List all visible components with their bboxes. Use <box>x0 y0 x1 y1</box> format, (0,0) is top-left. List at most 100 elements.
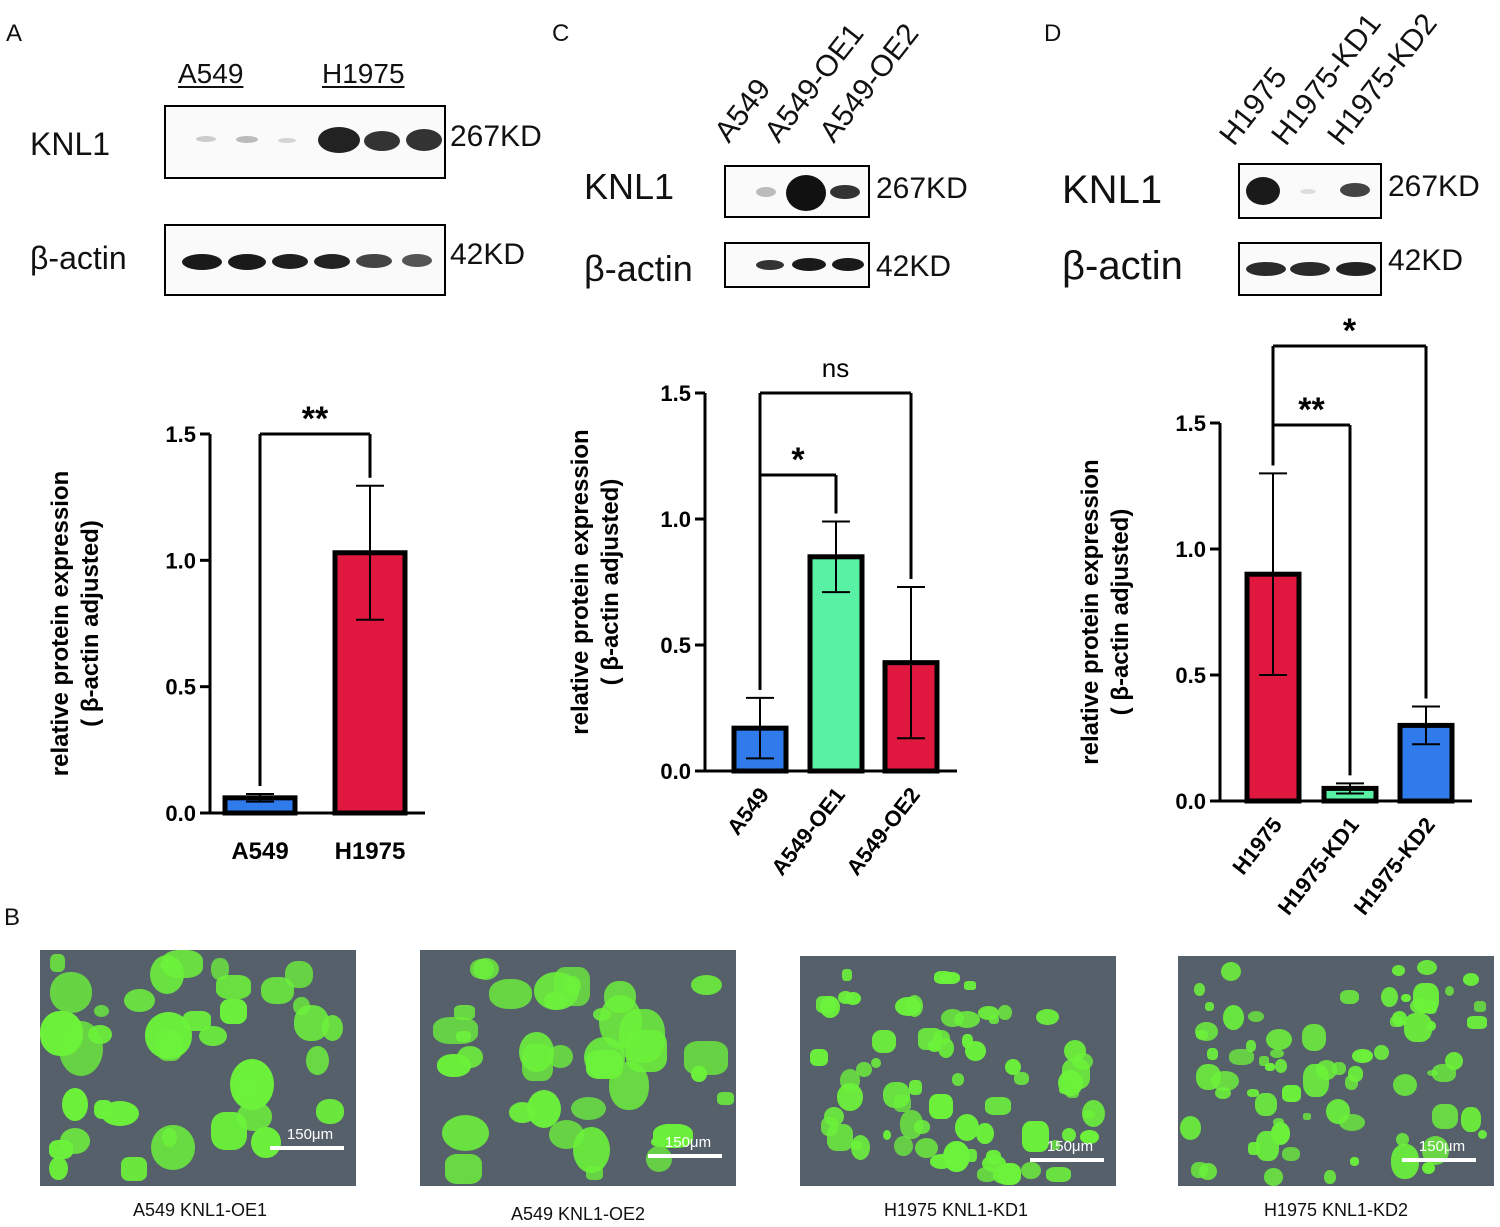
gfp-cell <box>124 988 155 1012</box>
y-tick-label: 0.0 <box>1175 789 1206 814</box>
significance-label: ** <box>302 400 329 438</box>
y-tick-label: 1.5 <box>1175 411 1206 436</box>
gfp-cell <box>445 1154 483 1185</box>
gfp-cell <box>1211 1070 1239 1091</box>
gfp-cell <box>837 1083 864 1111</box>
gfp-cell <box>1194 982 1205 997</box>
gfp-cell <box>1066 1084 1079 1099</box>
gfp-cell <box>1021 1121 1049 1152</box>
gfp-cell <box>1199 1162 1217 1181</box>
gfp-cell <box>1422 1162 1435 1175</box>
gfp-cell <box>809 1048 829 1067</box>
knl1-blot-strip <box>724 165 870 218</box>
gfp-cell <box>593 1008 611 1021</box>
gfp-cell <box>1391 965 1405 976</box>
gfp-cell <box>1036 1009 1059 1025</box>
image-caption: H1975 KNL1-KD1 <box>883 1200 1029 1220</box>
gfp-cell <box>1466 1016 1487 1030</box>
gfp-cell <box>899 1109 924 1140</box>
protein-label-knl1: KNL1 <box>584 166 675 207</box>
gfp-cell <box>585 1166 604 1180</box>
y-tick-label: 0.5 <box>660 633 691 658</box>
gfp-cell <box>1473 1001 1486 1012</box>
group-label-a549: A549 <box>178 58 244 89</box>
gfp-cell <box>964 981 976 991</box>
image-caption: H1975 KNL1-KD2 <box>1263 1200 1409 1220</box>
gfp-cell <box>1228 1049 1255 1066</box>
panel-label-a: A <box>6 20 23 47</box>
y-tick-label: 1.0 <box>165 548 196 573</box>
gfp-cell <box>842 969 853 981</box>
gfp-cell <box>1393 1074 1417 1097</box>
gfp-cell <box>1082 1110 1095 1119</box>
gfp-cell <box>49 972 93 1014</box>
gfp-cell <box>1281 1085 1301 1103</box>
gfp-cell <box>159 958 177 972</box>
category-label: H1975 <box>335 838 406 865</box>
gfp-cell <box>909 1079 922 1095</box>
gfp-cell <box>965 1149 977 1162</box>
gfp-cell <box>48 1139 73 1160</box>
gfp-cell <box>1013 1072 1029 1085</box>
gfp-cell <box>211 957 229 981</box>
gfp-cell <box>436 1054 471 1077</box>
gfp-cell <box>997 1004 1012 1021</box>
gfp-cell <box>62 1087 88 1121</box>
gfp-cell <box>49 954 65 972</box>
gfp-cell <box>1005 1059 1021 1076</box>
gfp-cell <box>645 1145 672 1172</box>
category-label: A549-OE2 <box>841 783 925 880</box>
gfp-cell <box>1477 1129 1488 1140</box>
gfp-cell <box>1462 973 1480 986</box>
panel-label-c: C <box>552 20 570 47</box>
gfp-cell <box>1248 1141 1261 1155</box>
gfp-cell <box>1269 1049 1284 1059</box>
y-tick-label: 0.0 <box>660 759 691 784</box>
gfp-cell <box>716 1091 734 1106</box>
scale-bar <box>1402 1158 1476 1162</box>
gfp-cell <box>251 1127 281 1159</box>
gfp-cell <box>1396 1133 1410 1146</box>
significance-label: * <box>791 441 805 479</box>
gfp-cell <box>1301 1024 1327 1051</box>
gfp-cell <box>940 1009 964 1028</box>
y-tick-label: 0.0 <box>165 801 196 826</box>
gfp-cell <box>199 1025 228 1047</box>
gfp-cell <box>306 1045 330 1076</box>
gfp-cell <box>1344 1075 1359 1090</box>
gfp-cell <box>1416 959 1437 975</box>
micrograph-image: 150μm <box>420 950 736 1186</box>
gfp-cell <box>488 979 533 1009</box>
gfp-cell <box>1221 961 1242 981</box>
gfp-cell <box>121 1157 148 1182</box>
gfp-cell <box>1246 1088 1259 1097</box>
gfp-cell <box>441 1114 489 1151</box>
gfp-cell <box>219 998 247 1024</box>
knl1-blot-strip <box>164 105 446 179</box>
gfp-cell <box>1045 1166 1072 1183</box>
gfp-cell <box>1374 1044 1390 1061</box>
gfp-cell <box>1302 1112 1312 1120</box>
gfp-cell <box>996 1162 1022 1185</box>
group-label-h1975: H1975 <box>322 58 405 89</box>
scale-bar-label: 150μm <box>664 1134 712 1151</box>
category-label: H1975 <box>1227 813 1287 879</box>
y-axis-label: relative protein expression <box>1077 459 1104 764</box>
gfp-cell <box>433 1017 478 1044</box>
gfp-cell <box>1445 1051 1464 1070</box>
gfp-cell <box>927 1040 942 1053</box>
gfp-cell <box>1352 1049 1373 1063</box>
gfp-cell <box>1325 1098 1351 1125</box>
chart-panel-a: 0.0 0.5 1.0 1.5 relative protein expression(… <box>47 400 425 865</box>
protein-label-actin: β-actin <box>30 240 127 276</box>
gfp-cell <box>929 1154 954 1170</box>
gfp-cell <box>1272 1118 1285 1126</box>
gfp-cell <box>1265 1029 1293 1051</box>
gfp-cell <box>94 1005 109 1017</box>
actin-blot-strip <box>164 224 446 296</box>
size-label-42kd: 42KD <box>1388 244 1464 277</box>
gfp-cell <box>1281 1147 1300 1162</box>
y-tick-label: 0.5 <box>165 675 196 700</box>
size-label-267kd: 267KD <box>876 172 968 205</box>
